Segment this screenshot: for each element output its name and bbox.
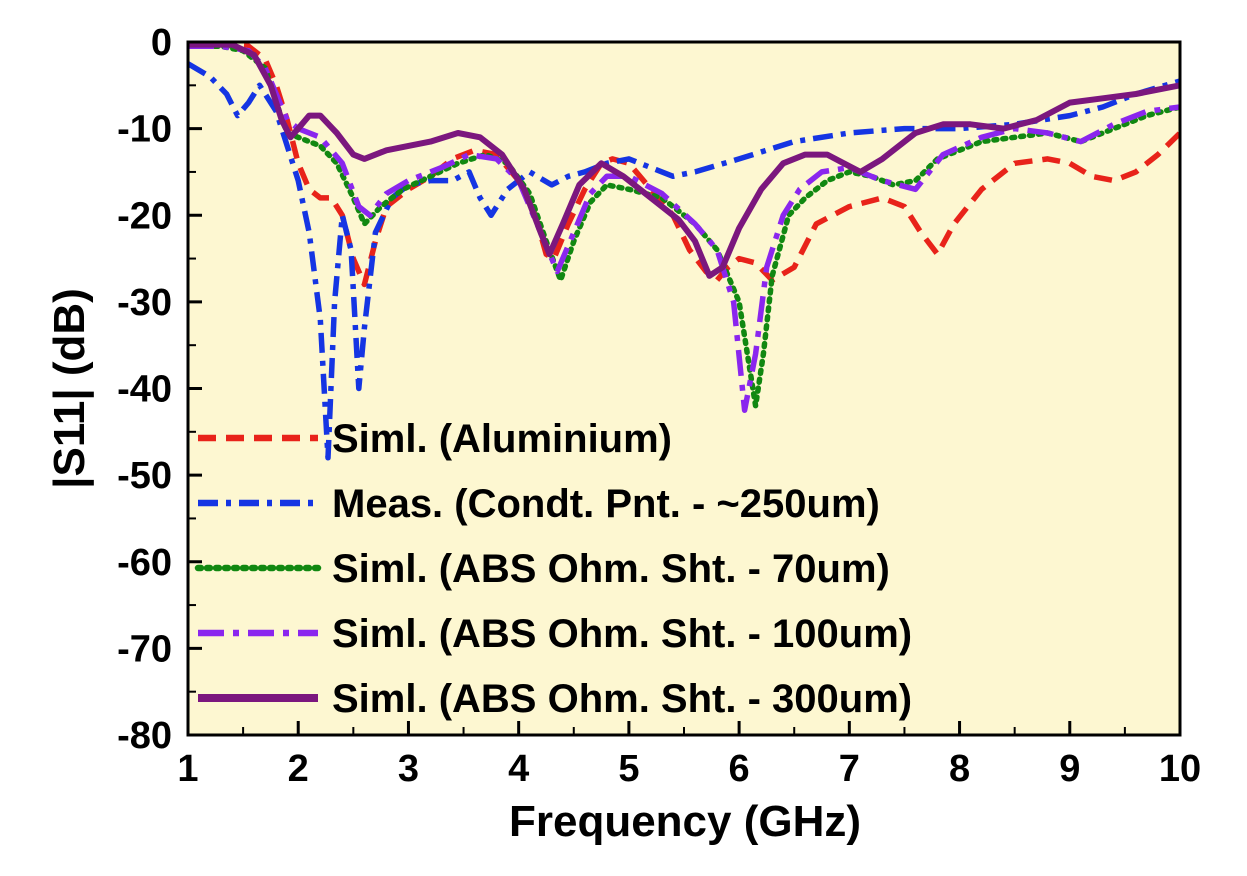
series-line-1 xyxy=(188,42,1180,288)
y-tick-label: -70 xyxy=(117,628,172,670)
legend-label-2: Meas. (Condt. Pnt. - ~250um) xyxy=(332,482,880,526)
x-tick-label: 8 xyxy=(949,748,970,790)
x-tick-label: 9 xyxy=(1059,748,1080,790)
x-tick-label: 10 xyxy=(1159,748,1201,790)
x-tick-label: 2 xyxy=(288,748,309,790)
x-tick-label: 7 xyxy=(839,748,860,790)
series-line-3 xyxy=(188,43,1180,409)
y-tick-label: -50 xyxy=(117,455,172,497)
y-tick-label: -40 xyxy=(117,369,172,411)
series-line-5 xyxy=(188,42,1180,279)
ticks-layer: 1 2 3 4 5 6 7 8 9 10 0 -10 -20 -30 -40 -50 -60 -70 -80 xyxy=(117,22,1201,790)
legend-label-1: Siml. (Aluminium) xyxy=(332,417,672,461)
y-tick-label: -10 xyxy=(117,109,172,151)
y-tick-label: -80 xyxy=(117,715,172,757)
y-tick-label: 0 xyxy=(151,22,172,64)
y-tick-label: -60 xyxy=(117,542,172,584)
x-tick-label: 4 xyxy=(508,748,529,790)
x-axis-title: Frequency (GHz) xyxy=(509,797,861,846)
legend: Siml. (Aluminium) Meas. (Condt. Pnt. - ~2… xyxy=(194,417,912,721)
y-tick-label: -20 xyxy=(117,195,172,237)
series-layer xyxy=(188,42,1180,461)
legend-label-3: Siml. (ABS Ohm. Sht. - 70um) xyxy=(332,547,890,591)
legend-label-4: Siml. (ABS Ohm. Sht. - 100um) xyxy=(332,612,912,656)
y-tick-label: -30 xyxy=(117,282,172,324)
x-tick-label: 5 xyxy=(618,748,639,790)
legend-label-5: Siml. (ABS Ohm. Sht. - 300um) xyxy=(332,677,912,721)
series-line-2 xyxy=(188,61,1180,461)
x-tick-label: 1 xyxy=(177,748,198,790)
x-tick-label: 6 xyxy=(729,748,750,790)
x-tick-label: 3 xyxy=(398,748,419,790)
y-axis-title: |S11| (dB) xyxy=(45,288,95,489)
